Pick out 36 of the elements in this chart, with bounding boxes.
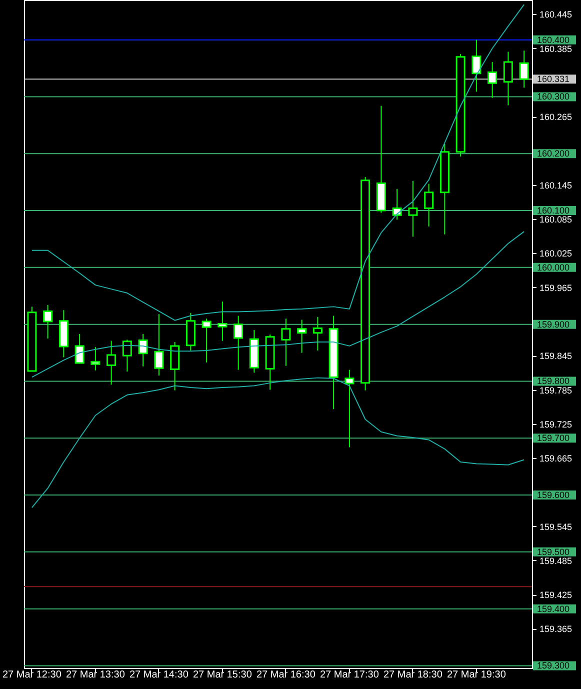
x-tick-label: 27 Mar 19:30 xyxy=(446,670,506,680)
ref-line-label: 160.331 xyxy=(537,74,570,84)
y-tick-label: 160.385 xyxy=(540,44,572,54)
ref-line-label: 159.600 xyxy=(537,490,570,500)
y-tick-label: 160.085 xyxy=(540,214,572,225)
x-tick-label: 27 Mar 13:30 xyxy=(66,670,126,680)
ref-line-label: 159.400 xyxy=(537,604,570,614)
y-tick-label: 159.665 xyxy=(540,454,572,464)
y-tick-label: 160.445 xyxy=(540,10,572,20)
y-tick-label: 159.365 xyxy=(540,624,572,634)
y-tick-label: 160.145 xyxy=(540,180,572,190)
x-tick-label: 27 Mar 12:30 xyxy=(2,670,62,680)
ref-line-label: 159.500 xyxy=(537,546,570,557)
ref-line-label: 160.000 xyxy=(537,262,570,272)
y-tick-label: 159.845 xyxy=(540,351,572,362)
y-tick-label: 159.965 xyxy=(540,282,572,293)
ref-line-label: 160.400 xyxy=(537,34,570,45)
ref-line-label: 160.300 xyxy=(537,92,570,102)
y-tick-label: 159.485 xyxy=(540,556,572,566)
ref-line-label: 159.700 xyxy=(537,433,570,444)
y-tick-label: 160.265 xyxy=(540,112,572,122)
ref-line-label: 159.300 xyxy=(537,660,570,671)
x-tick-label: 27 Mar 18:30 xyxy=(383,670,443,680)
ref-line-label: 159.800 xyxy=(537,376,570,386)
y-tick-label: 159.785 xyxy=(540,385,572,396)
x-tick-label: 27 Mar 17:30 xyxy=(320,670,380,680)
y-tick-label: 159.725 xyxy=(540,419,572,430)
y-tick-label: 159.545 xyxy=(540,522,572,532)
y-tick-label: 159.425 xyxy=(540,590,572,600)
x-tick-label: 27 Mar 15:30 xyxy=(192,670,252,680)
x-tick-label: 27 Mar 16:30 xyxy=(256,670,316,680)
ref-line-label: 159.900 xyxy=(537,319,570,330)
y-tick-label: 160.025 xyxy=(540,248,572,259)
ref-line-label: 160.200 xyxy=(537,148,570,159)
ref-line-label: 160.100 xyxy=(537,206,570,216)
x-tick-label: 27 Mar 14:30 xyxy=(129,670,189,680)
